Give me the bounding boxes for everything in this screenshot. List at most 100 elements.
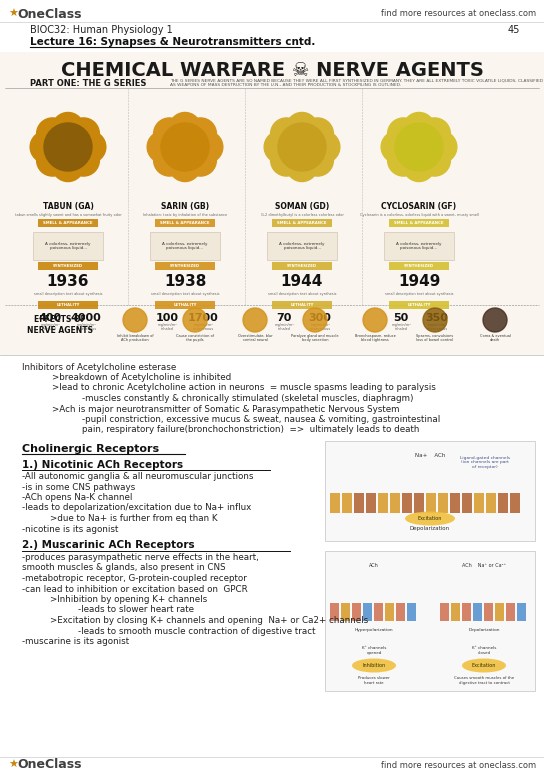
Circle shape xyxy=(153,118,186,149)
Bar xyxy=(374,602,383,621)
Bar xyxy=(272,219,332,227)
Text: BIOC32: Human Physiology 1: BIOC32: Human Physiology 1 xyxy=(30,25,173,35)
Text: Depolarization: Depolarization xyxy=(410,526,450,531)
Bar xyxy=(38,219,98,227)
Text: 4000: 4000 xyxy=(71,313,101,323)
Bar xyxy=(330,602,339,621)
Bar xyxy=(407,602,416,621)
Text: Inhalation: toxic by inhalation of the substance: Inhalation: toxic by inhalation of the s… xyxy=(143,213,227,217)
Circle shape xyxy=(302,145,333,176)
Ellipse shape xyxy=(462,658,506,672)
Bar xyxy=(486,493,496,513)
Text: K⁺ channels
opened: K⁺ channels opened xyxy=(362,646,386,654)
Text: Inhibitors of Acetylcholine esterase: Inhibitors of Acetylcholine esterase xyxy=(22,363,176,371)
Bar xyxy=(438,493,448,513)
Text: -leads to slower heart rate: -leads to slower heart rate xyxy=(78,605,194,614)
Text: SYNTHESIZED: SYNTHESIZED xyxy=(170,264,200,268)
Bar xyxy=(366,493,376,513)
Circle shape xyxy=(67,118,100,149)
Bar xyxy=(33,232,103,260)
Bar xyxy=(473,602,482,621)
Text: -is in some CNS pathways: -is in some CNS pathways xyxy=(22,483,135,491)
Bar xyxy=(342,493,352,513)
Circle shape xyxy=(388,118,419,149)
Circle shape xyxy=(403,112,435,144)
Text: smooth muscles & glands, also present in CNS: smooth muscles & glands, also present in… xyxy=(22,564,226,573)
Text: >breakdown of Acetylcholine is inhibited: >breakdown of Acetylcholine is inhibited xyxy=(52,373,231,382)
Text: Bronchospasm, reduce
blood tightness: Bronchospasm, reduce blood tightness xyxy=(355,333,395,343)
Text: find more resources at oneclass.com: find more resources at oneclass.com xyxy=(381,9,536,18)
Text: mg/min/m³
intravenous: mg/min/m³ intravenous xyxy=(310,323,331,331)
Text: Spasms, convulsions
loss of bowel control: Spasms, convulsions loss of bowel contro… xyxy=(416,333,454,343)
Text: OneClass: OneClass xyxy=(17,8,82,21)
Circle shape xyxy=(74,131,106,162)
Text: 1936: 1936 xyxy=(47,274,89,290)
Text: 1938: 1938 xyxy=(164,274,206,290)
Text: 100: 100 xyxy=(156,313,178,323)
Bar xyxy=(396,602,405,621)
Circle shape xyxy=(147,131,179,162)
Text: PART ONE: THE G SERIES: PART ONE: THE G SERIES xyxy=(30,79,146,88)
Text: A colorless, extremely
poisonous liquid...: A colorless, extremely poisonous liquid.… xyxy=(162,242,208,250)
Text: small description text about synthesis: small description text about synthesis xyxy=(268,292,336,296)
Text: mg/min/m³
intravenous: mg/min/m³ intravenous xyxy=(193,323,214,331)
Bar xyxy=(325,440,535,541)
Text: -produces parasympathetic nerve effects in the heart,: -produces parasympathetic nerve effects … xyxy=(22,553,259,562)
Circle shape xyxy=(388,145,419,176)
Text: ACh    Na⁺ or Ca²⁺: ACh Na⁺ or Ca²⁺ xyxy=(462,563,506,568)
Text: >due to Na+ is further from eq than K: >due to Na+ is further from eq than K xyxy=(50,514,218,523)
Circle shape xyxy=(36,118,69,149)
Bar xyxy=(354,493,364,513)
Text: mg/min/m³
intravenous: mg/min/m³ intravenous xyxy=(426,323,448,331)
Text: Excitation: Excitation xyxy=(418,516,442,521)
Bar xyxy=(389,262,449,270)
Text: -leads to smooth muscle contraction of digestive tract: -leads to smooth muscle contraction of d… xyxy=(78,627,316,635)
Text: 1949: 1949 xyxy=(398,274,440,290)
Circle shape xyxy=(161,123,209,171)
Text: Cholinergic Receptors: Cholinergic Receptors xyxy=(22,444,159,454)
Bar xyxy=(517,602,526,621)
Circle shape xyxy=(185,118,217,149)
Text: -leads to depolarization/excitation due to Na+ influx: -leads to depolarization/excitation due … xyxy=(22,504,251,513)
Bar xyxy=(0,52,544,355)
Text: 2.) Muscarinic ACh Receptors: 2.) Muscarinic ACh Receptors xyxy=(22,541,195,551)
Circle shape xyxy=(423,308,447,332)
Text: Na+    ACh: Na+ ACh xyxy=(415,453,445,458)
Circle shape xyxy=(30,131,62,162)
Text: Cause constriction of
the pupils: Cause constriction of the pupils xyxy=(176,333,214,343)
Text: -muscles constantly & chronically stimulated (skeletal muscles, diaphragm): -muscles constantly & chronically stimul… xyxy=(82,394,413,403)
Bar xyxy=(378,493,388,513)
Bar xyxy=(38,262,98,270)
Text: SMELL & APPEARANCE: SMELL & APPEARANCE xyxy=(160,221,210,225)
Bar xyxy=(484,602,493,621)
Text: TABUN (GA): TABUN (GA) xyxy=(42,203,94,212)
Text: Depolarization: Depolarization xyxy=(468,628,500,632)
Circle shape xyxy=(425,131,457,162)
Bar xyxy=(155,262,215,270)
Text: Inhibition: Inhibition xyxy=(362,663,386,668)
Text: 70: 70 xyxy=(276,313,292,323)
Bar xyxy=(38,301,98,309)
Text: CHEMICAL WARFARE ☠ NERVE AGENTS: CHEMICAL WARFARE ☠ NERVE AGENTS xyxy=(60,61,484,79)
Bar xyxy=(389,219,449,227)
Circle shape xyxy=(169,150,201,182)
Bar xyxy=(325,551,535,691)
Text: G-2 dimethylbutyl is a colorless colorless odor: G-2 dimethylbutyl is a colorless colorle… xyxy=(261,213,343,217)
Bar xyxy=(267,232,337,260)
Text: 1944: 1944 xyxy=(281,274,323,290)
Text: Overstimulate, blur
central neural: Overstimulate, blur central neural xyxy=(238,333,273,343)
Text: LETHALITY: LETHALITY xyxy=(290,303,314,307)
Text: THE G SERIES NERVE AGENTS ARE SO NAMED BECAUSE THEY WERE ALL FIRST SYNTHESIZED I: THE G SERIES NERVE AGENTS ARE SO NAMED B… xyxy=(170,79,543,87)
Text: small description text about synthesis: small description text about synthesis xyxy=(151,292,219,296)
Bar xyxy=(451,602,460,621)
Text: >Excitation by closing K+ channels and opening  Na+ or Ca2+ channels: >Excitation by closing K+ channels and o… xyxy=(50,616,368,625)
Circle shape xyxy=(36,145,69,176)
Text: Ligand-gated channels
(ion channels are part
of receptor): Ligand-gated channels (ion channels are … xyxy=(460,456,510,469)
Bar xyxy=(462,602,471,621)
Bar xyxy=(352,602,361,621)
Text: Coma & eventual
death: Coma & eventual death xyxy=(480,333,510,343)
Circle shape xyxy=(191,131,223,162)
Text: >Inhibition by opening K+ channels: >Inhibition by opening K+ channels xyxy=(50,595,207,604)
Text: -nicotine is its agonist: -nicotine is its agonist xyxy=(22,524,119,534)
Text: LETHALITY: LETHALITY xyxy=(174,303,197,307)
